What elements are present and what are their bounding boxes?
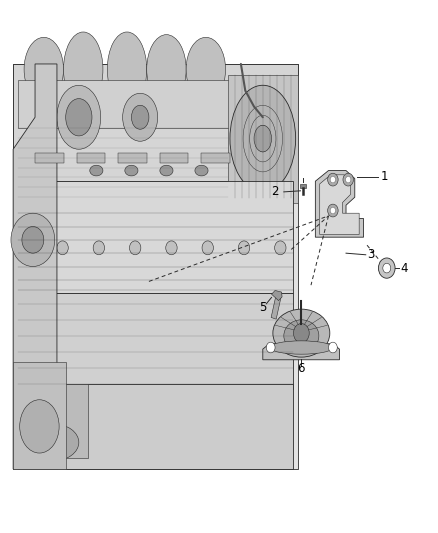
Bar	[18, 181, 293, 293]
Circle shape	[11, 213, 55, 266]
Circle shape	[330, 176, 336, 183]
Circle shape	[330, 207, 336, 214]
Polygon shape	[315, 171, 364, 237]
Bar	[18, 384, 88, 458]
Ellipse shape	[254, 125, 272, 152]
Ellipse shape	[160, 165, 173, 176]
Polygon shape	[263, 344, 339, 360]
Ellipse shape	[186, 37, 226, 101]
Circle shape	[57, 241, 68, 255]
Text: 3: 3	[367, 248, 374, 261]
Bar	[300, 184, 306, 188]
Text: 2: 2	[271, 185, 278, 198]
Ellipse shape	[64, 32, 103, 107]
Circle shape	[275, 241, 286, 255]
Bar	[271, 293, 282, 319]
Text: 1: 1	[380, 171, 388, 183]
Bar	[13, 362, 66, 469]
Bar	[201, 153, 230, 163]
Circle shape	[266, 342, 275, 353]
Circle shape	[21, 241, 32, 255]
Circle shape	[383, 263, 391, 273]
Ellipse shape	[90, 165, 103, 176]
Circle shape	[378, 258, 395, 278]
Polygon shape	[272, 290, 282, 301]
Polygon shape	[320, 175, 359, 235]
Circle shape	[328, 342, 337, 353]
Ellipse shape	[57, 85, 101, 149]
Ellipse shape	[125, 165, 138, 176]
Ellipse shape	[284, 320, 319, 352]
Ellipse shape	[269, 341, 333, 354]
Text: 6: 6	[297, 362, 305, 375]
Circle shape	[22, 227, 44, 253]
Bar	[77, 153, 105, 163]
Circle shape	[238, 241, 250, 255]
Ellipse shape	[107, 32, 147, 107]
Circle shape	[166, 241, 177, 255]
Bar	[35, 153, 64, 163]
Ellipse shape	[20, 400, 59, 453]
Ellipse shape	[273, 309, 330, 357]
Bar	[160, 153, 188, 163]
Bar	[18, 384, 293, 469]
Ellipse shape	[195, 165, 208, 176]
Circle shape	[293, 324, 309, 343]
Bar	[118, 153, 147, 163]
Ellipse shape	[123, 93, 158, 141]
Circle shape	[202, 241, 213, 255]
Bar	[228, 75, 298, 203]
Circle shape	[343, 173, 353, 186]
Polygon shape	[13, 64, 57, 469]
Bar	[18, 293, 293, 389]
Circle shape	[328, 204, 338, 217]
Ellipse shape	[24, 37, 64, 101]
Bar	[18, 80, 245, 128]
Text: 5: 5	[259, 301, 266, 314]
Bar	[13, 64, 298, 181]
Polygon shape	[13, 64, 298, 469]
Ellipse shape	[66, 99, 92, 136]
Circle shape	[328, 173, 338, 186]
Ellipse shape	[230, 85, 296, 192]
Circle shape	[346, 176, 351, 183]
Ellipse shape	[131, 106, 149, 130]
Circle shape	[93, 241, 105, 255]
Circle shape	[130, 241, 141, 255]
Ellipse shape	[26, 424, 79, 461]
Ellipse shape	[147, 35, 186, 104]
Text: 4: 4	[401, 262, 408, 274]
